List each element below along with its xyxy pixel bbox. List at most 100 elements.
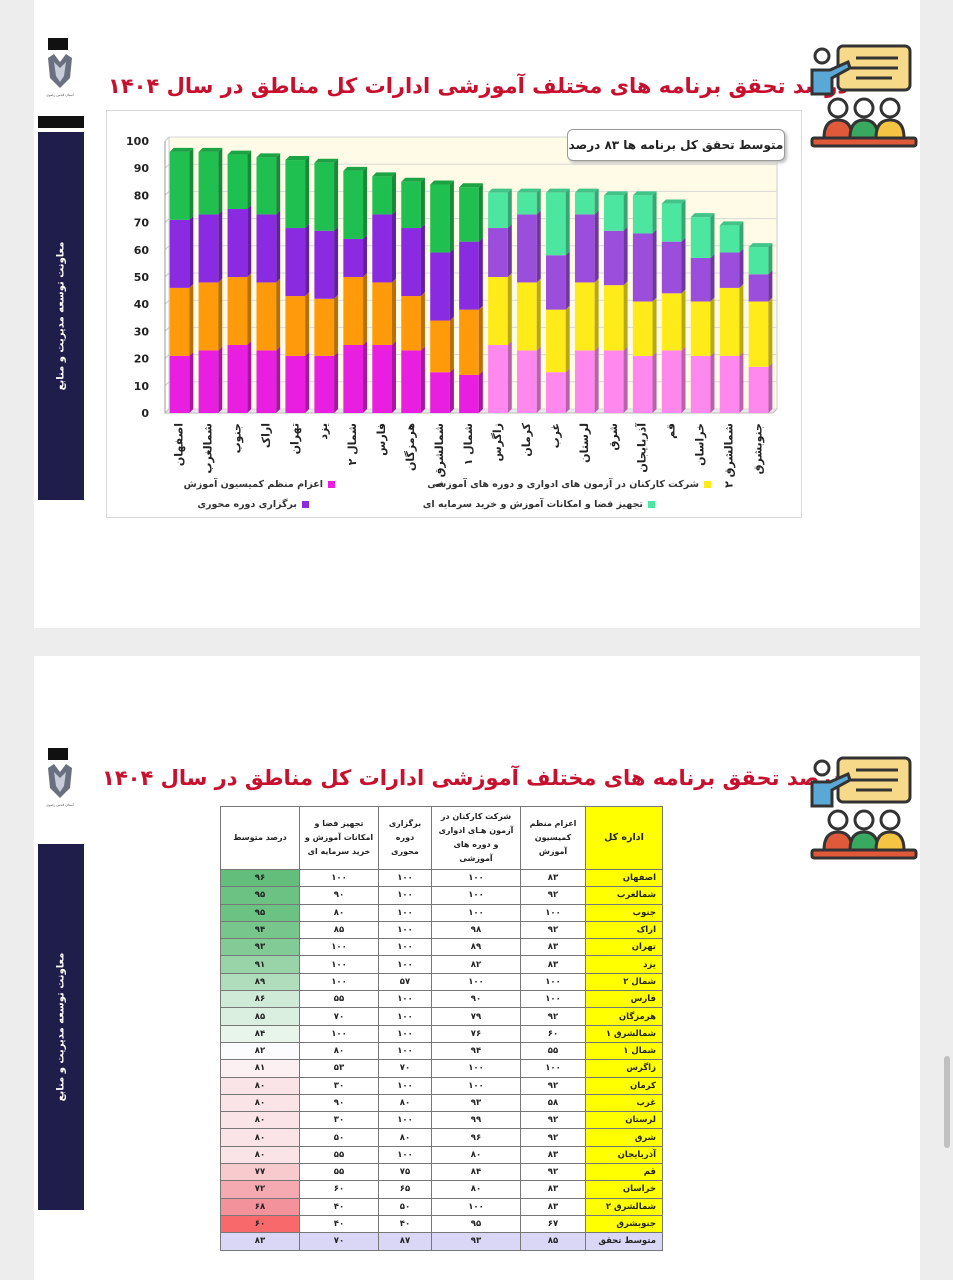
y-tick-label: 40 xyxy=(134,298,150,311)
table-cell-office: کرمان xyxy=(585,1076,663,1095)
bar-segment xyxy=(314,355,335,413)
bar-top xyxy=(314,158,339,163)
bar-segment-side xyxy=(363,341,368,413)
logo-icon: آستان قدس رضوی xyxy=(46,748,75,807)
bar-segment xyxy=(285,228,306,297)
header-core-course: برگزاری دوره محوری xyxy=(378,806,432,870)
table-cell-office: شمال ۱ xyxy=(585,1041,663,1061)
bar-segment xyxy=(430,252,450,321)
y-tick-label: 20 xyxy=(134,353,150,366)
table-cell-commission: ۹۲ xyxy=(520,1111,586,1130)
table-cell-avg: ۸۱ xyxy=(220,1059,300,1078)
bar-segment-side xyxy=(507,224,512,277)
bar-segment xyxy=(603,350,624,413)
table-cell-equip: ۱۰۰ xyxy=(299,938,379,957)
bar-segment xyxy=(719,225,740,253)
bar-segment-side xyxy=(768,362,773,413)
bar-segment xyxy=(227,277,248,345)
bar-segment xyxy=(632,233,653,302)
table-header-row: اداره کل اعزام منظم کمیسیون آموزش شرکت ک… xyxy=(220,806,663,870)
results-table: اداره کل اعزام منظم کمیسیون آموزش شرکت ک… xyxy=(220,806,663,1251)
bar-top xyxy=(690,213,715,218)
bar-segment-side xyxy=(768,270,773,302)
table-slide: آستان قدس رضوی معاونت توسعه مدیریت و منا… xyxy=(34,656,920,1280)
table-cell-equip: ۴۰ xyxy=(299,1197,379,1216)
table-cell-exams: ۷۹ xyxy=(431,1007,521,1026)
x-tick-label: فارس xyxy=(375,423,388,456)
table-cell-avg: ۷۲ xyxy=(220,1180,300,1199)
table-cell-avg: ۹۳ xyxy=(220,938,300,957)
bar-segment-side xyxy=(189,351,194,413)
bar-segment xyxy=(546,255,566,310)
table-cell-office: اراک xyxy=(585,920,663,940)
bar-top xyxy=(546,188,570,193)
bar-segment-side xyxy=(218,210,223,283)
table-cell-office: شمالشرق ۱ xyxy=(585,1024,663,1043)
table-cell-equip: ۵۰ xyxy=(299,1128,379,1147)
legend-item-commission: اعزام منظم کمیسیون آموزش xyxy=(184,479,335,490)
bar-segment-side xyxy=(391,210,396,283)
x-tick-label: شمال ۱ xyxy=(462,423,475,465)
scrollbar[interactable] xyxy=(944,1056,950,1148)
bar-segment xyxy=(488,345,508,413)
bar-segment xyxy=(459,374,479,413)
bar-segment xyxy=(690,301,711,356)
table-cell-exams: ۸۲ xyxy=(431,955,521,974)
chart-slide: آستان قدس رضوی معاونت توسعه مدیریت و منا… xyxy=(34,0,920,628)
bar-segment xyxy=(343,238,364,277)
bar-segment-side xyxy=(623,281,628,351)
table-cell-avg: ۸۹ xyxy=(220,972,300,992)
bar-segment-side xyxy=(739,221,744,253)
bar-top xyxy=(517,188,541,193)
stacked-bar-chart: 0 10 20 30 40 50 60 70 80 90 100 اصفهان شمالغرب جنوب ا… xyxy=(106,110,802,518)
teacher-icon xyxy=(810,756,918,860)
gridline xyxy=(164,299,170,305)
table-cell-equip: ۵۵ xyxy=(299,990,379,1009)
bar-segment-side xyxy=(276,278,281,351)
teacher-icon xyxy=(810,44,918,148)
bar-segment-side xyxy=(449,368,454,413)
bar-segment xyxy=(372,176,392,215)
x-tick-label: شمالشرق ۲ xyxy=(723,423,736,488)
bar-segment-side xyxy=(536,346,541,413)
table-cell-exams: ۹۸ xyxy=(431,920,521,940)
bar-segment-side xyxy=(449,248,454,321)
sidebar-label: معاونت توسعه مدیریت و منابع xyxy=(55,241,67,391)
table-cell-equip: ۴۰ xyxy=(299,1214,379,1234)
bar-segment xyxy=(169,219,190,288)
table-cell-commission: ۸۳ xyxy=(520,868,586,888)
table-cell-commission: ۵۸ xyxy=(520,1093,586,1113)
bar-segment-side xyxy=(189,283,194,356)
table-cell-core: ۱۰۰ xyxy=(378,920,432,940)
bar-segment-side xyxy=(449,180,454,253)
header-average: درصد متوسط xyxy=(220,806,300,870)
table-cell-exams: ۱۰۰ xyxy=(431,1059,521,1078)
table-cell-exams: ۸۰ xyxy=(431,1145,521,1165)
bar-segment xyxy=(690,355,711,413)
table-cell-core: ۱۰۰ xyxy=(378,1145,432,1165)
table-row: قم ۹۲ ۸۴ ۷۵ ۵۵ ۷۷ xyxy=(220,1163,663,1182)
legend-label: اعزام منظم کمیسیون آموزش xyxy=(183,479,323,490)
table-cell-commission: ۸۳ xyxy=(520,1145,586,1165)
bar-segment-side xyxy=(594,278,599,351)
table-cell-avg: ۶۰ xyxy=(220,1214,300,1234)
bar-segment-side xyxy=(565,368,570,413)
table-cell-equip: ۱۰۰ xyxy=(299,972,379,992)
table-cell-commission: ۸۳ xyxy=(520,1180,586,1199)
table-cell-avg: ۷۷ xyxy=(220,1163,300,1182)
bar-segment xyxy=(372,282,392,345)
bar-segment-side xyxy=(305,351,310,413)
table-row: فارس ۱۰۰ ۹۰ ۱۰۰ ۵۵ ۸۶ xyxy=(220,990,663,1009)
bar-segment xyxy=(198,214,219,283)
bar-segment-side xyxy=(536,210,541,283)
y-tick-label: 90 xyxy=(134,162,150,175)
bar-segment-side xyxy=(276,210,281,283)
table-cell-core: ۱۰۰ xyxy=(378,886,432,905)
x-tick-label: اصفهان xyxy=(172,423,185,466)
bar-segment xyxy=(314,298,335,356)
legend-label: شرکت کارکنان در آزمون های ادواری و دوره … xyxy=(427,479,699,490)
table-cell-core: ۵۰ xyxy=(378,1197,432,1216)
table-row: شمالشرق ۲ ۸۳ ۱۰۰ ۵۰ ۴۰ ۶۸ xyxy=(220,1197,663,1216)
table-cell-commission: ۹۲ xyxy=(520,1163,586,1182)
x-tick-label: قم xyxy=(665,423,678,439)
